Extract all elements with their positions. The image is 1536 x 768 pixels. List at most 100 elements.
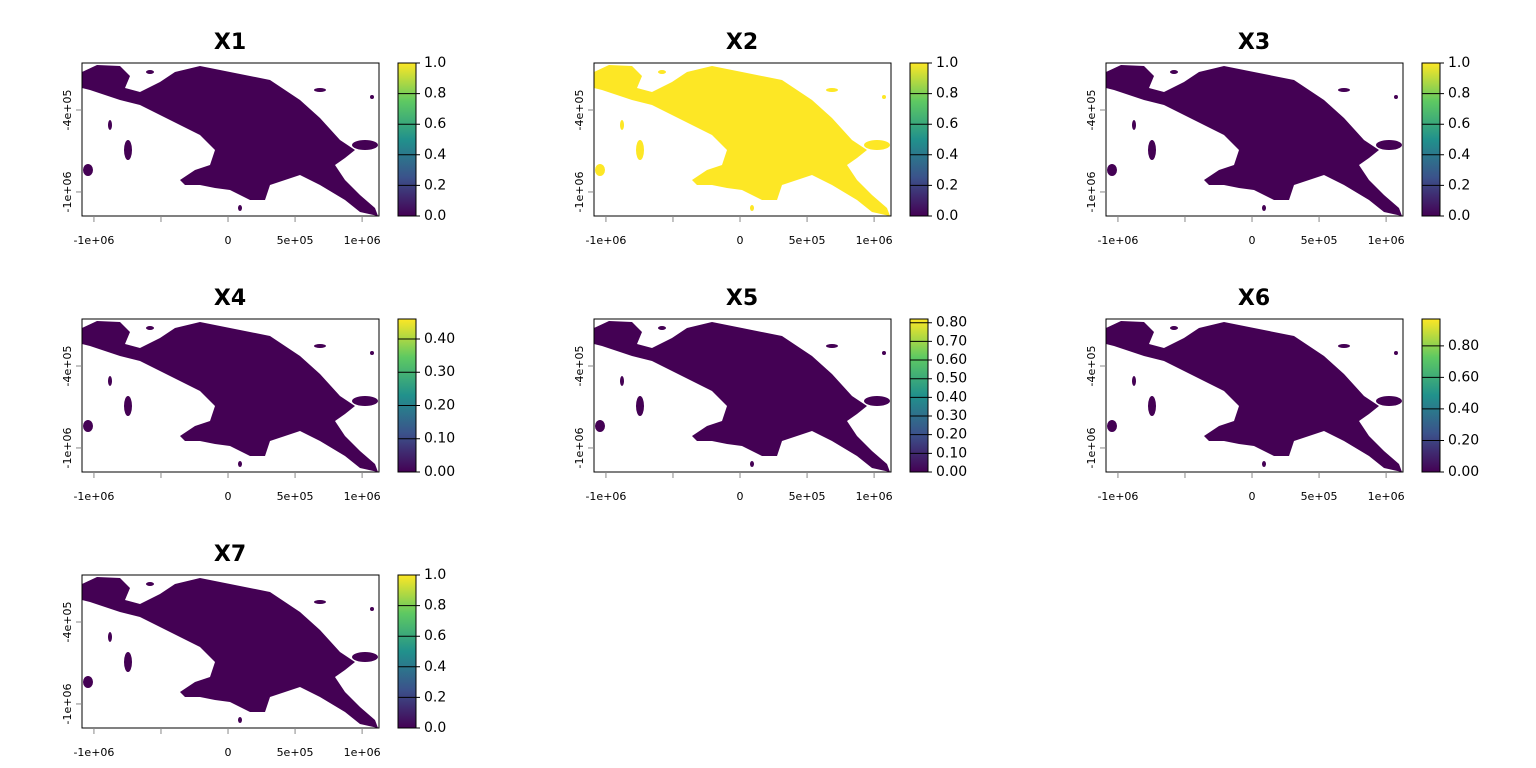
island [882, 95, 886, 99]
x-tick-label: 1e+06 [344, 746, 381, 759]
colorbar-label: 0.2 [424, 177, 446, 193]
x-tick-label: -1e+06 [1097, 234, 1138, 247]
island [108, 376, 112, 386]
island [1338, 88, 1350, 92]
island [1107, 164, 1117, 176]
x-tick-label: 1e+06 [1368, 490, 1405, 503]
colorbar [909, 318, 929, 473]
y-tick-label: -1e+06 [1085, 427, 1098, 468]
x-tick-label: 5e+05 [1301, 234, 1338, 247]
island [1338, 344, 1350, 348]
map-panel: X2 -1e+06 0 5e+05 1e+06 -4e+05 -1e+06 0.0 0.2 0.4… [573, 30, 958, 247]
map-frame [81, 62, 380, 217]
island [864, 140, 890, 150]
y-tick-label: -1e+06 [61, 427, 74, 468]
x-tick-label: 1e+06 [856, 490, 893, 503]
colorbar-label: 0.00 [424, 464, 455, 480]
land-raster [594, 321, 890, 472]
island [1262, 205, 1266, 211]
colorbar [1421, 62, 1441, 217]
colorbar-label: 0.0 [1448, 208, 1470, 224]
map-frame [1105, 318, 1404, 473]
island [826, 344, 838, 348]
x-tick-label: -1e+06 [73, 490, 114, 503]
map-frame [593, 62, 892, 217]
island [750, 205, 754, 211]
island [108, 120, 112, 130]
island [658, 70, 666, 74]
x-tick-label: 1e+06 [1368, 234, 1405, 247]
y-tick-label: -1e+06 [573, 427, 586, 468]
colorbar-label: 0.4 [424, 147, 446, 163]
colorbar-label: 0.30 [936, 408, 967, 424]
y-tick-label: -4e+05 [1085, 90, 1098, 131]
island [314, 88, 326, 92]
colorbar-label: 0.8 [424, 86, 446, 102]
colorbar-label: 0.30 [424, 364, 455, 380]
land-raster [82, 65, 378, 216]
y-tick-label: -1e+06 [573, 171, 586, 212]
x-tick-label: 0 [737, 234, 744, 247]
island [1148, 140, 1156, 160]
colorbar-label: 0.6 [424, 628, 446, 644]
y-tick-label: -4e+05 [573, 90, 586, 131]
island [1132, 120, 1136, 130]
colorbar-label: 0.10 [424, 431, 455, 447]
island [1394, 95, 1398, 99]
x-tick-label: 0 [225, 234, 232, 247]
island [1170, 326, 1178, 330]
colorbar-label: 0.6 [936, 116, 958, 132]
island [238, 717, 242, 723]
colorbar-label: 0.4 [936, 147, 958, 163]
land-raster [82, 321, 378, 472]
x-tick-label: -1e+06 [585, 490, 626, 503]
y-tick-label: -4e+05 [1085, 346, 1098, 387]
y-tick-label: -4e+05 [61, 346, 74, 387]
map-frame [81, 574, 380, 729]
y-tick-label: -1e+06 [61, 683, 74, 724]
x-tick-label: -1e+06 [73, 234, 114, 247]
island [1376, 396, 1402, 406]
colorbar-label: 0.2 [936, 177, 958, 193]
colorbar-label: 0.4 [424, 659, 446, 675]
panel-title: X2 [726, 30, 758, 55]
colorbar-label: 0.10 [936, 445, 967, 461]
x-tick-label: 0 [225, 746, 232, 759]
colorbar-label: 0.00 [936, 464, 967, 480]
panel-title: X3 [1238, 30, 1270, 55]
x-tick-label: 0 [737, 490, 744, 503]
island [314, 600, 326, 604]
colorbar-label: 1.0 [424, 567, 446, 583]
colorbar-label: 0.0 [424, 720, 446, 736]
x-tick-label: 5e+05 [789, 234, 826, 247]
y-tick-label: -4e+05 [61, 602, 74, 643]
map-panel: X7 -1e+06 0 5e+05 1e+06 -4e+05 -1e+06 0.0 0.2 0.4… [61, 542, 446, 759]
x-tick-label: 0 [225, 490, 232, 503]
x-tick-label: 0 [1249, 234, 1256, 247]
island [370, 95, 374, 99]
colorbar-label: 0.60 [936, 352, 967, 368]
x-tick-label: 1e+06 [344, 490, 381, 503]
island [370, 351, 374, 355]
colorbar-label: 0.80 [1448, 338, 1479, 354]
colorbar-label: 0.40 [424, 331, 455, 347]
colorbar [397, 318, 417, 473]
colorbar-label: 0.20 [1448, 432, 1479, 448]
map-panel: X3 -1e+06 0 5e+05 1e+06 -4e+05 -1e+06 0.0 0.2 0.4… [1085, 30, 1470, 247]
island [658, 326, 666, 330]
island [1376, 140, 1402, 150]
colorbar-label: 0.40 [936, 389, 967, 405]
y-tick-label: -1e+06 [61, 171, 74, 212]
colorbar-label: 0.20 [936, 427, 967, 443]
y-tick-label: -4e+05 [573, 346, 586, 387]
colorbar [397, 62, 417, 217]
panel-title: X5 [726, 286, 758, 311]
island [620, 376, 624, 386]
map-panel: X1 -1e+06 0 5e+05 1e+06 -4e+05 -1e+06 0.0 0.2 0.4… [61, 30, 446, 247]
colorbar [909, 62, 929, 217]
island [83, 164, 93, 176]
land-raster [82, 577, 378, 728]
island [826, 88, 838, 92]
island [124, 396, 132, 416]
